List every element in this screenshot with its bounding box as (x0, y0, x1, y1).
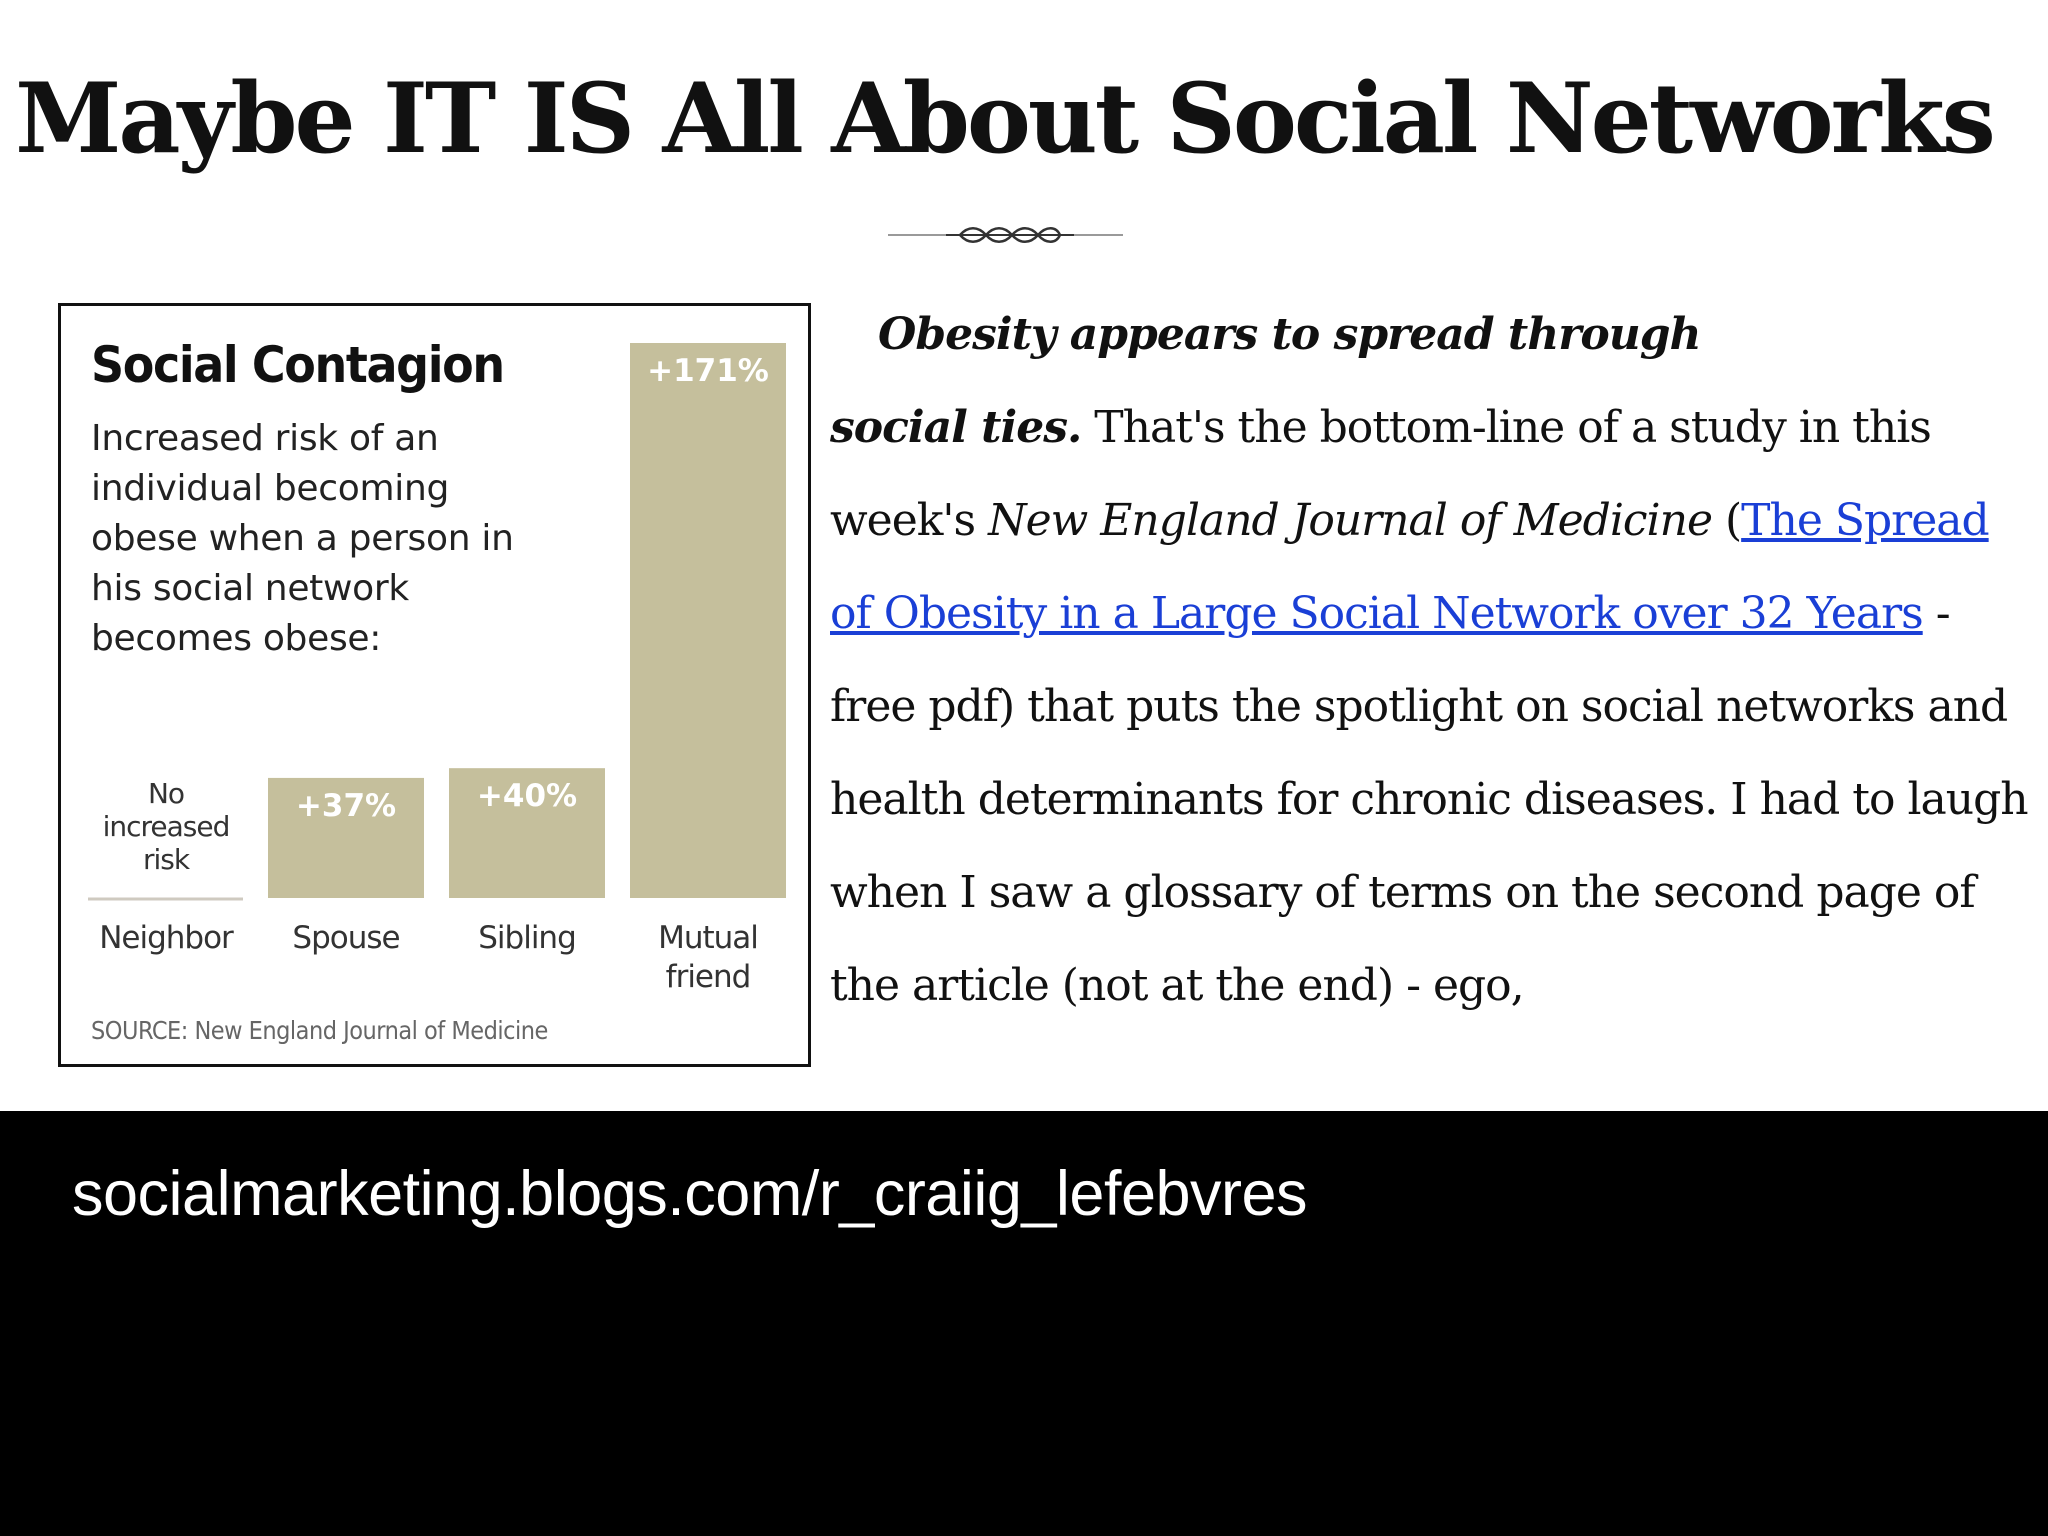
article-text-3: - free pdf) that puts the spotlight on s… (830, 588, 2029, 1011)
category-label: Neighbor (99, 920, 234, 956)
chart-source: SOURCE: New England Journal of Medicine (91, 1016, 548, 1045)
footer-bar (0, 1111, 2048, 1536)
bar-value-label: +37% (296, 788, 396, 824)
slide-title: Maybe IT IS All About Social Networks (15, 62, 1996, 175)
category-label: Spouse (292, 920, 399, 956)
ornamental-divider-icon (888, 227, 1123, 243)
bar-mutual-friend (630, 343, 786, 898)
article-journal-name: New England Journal of Medicine (988, 495, 1713, 546)
article-text-2: ( (1712, 495, 1742, 546)
article-pdf-link[interactable]: The Spread of Obesity in a Large Social … (830, 495, 1990, 639)
article-lead-line-1: Obesity appears to spread through (878, 309, 1701, 360)
no-risk-label: increased (103, 810, 230, 843)
no-risk-label: No (148, 777, 184, 810)
category-label: Sibling (478, 920, 576, 956)
bar-value-label: +171% (647, 353, 769, 389)
article-excerpt: Obesity appears to spread through social… (830, 288, 2030, 1032)
bar-spouse (268, 777, 424, 898)
footer-url: socialmarketing.blogs.com/r_craiig_lefeb… (72, 1159, 1308, 1229)
chart-panel: Social Contagion Increased risk of an in… (58, 303, 811, 1067)
chart-subtitle: Increased risk of an individual becoming… (91, 418, 514, 659)
article-lead-line-2: social ties. (830, 402, 1082, 453)
bar-sibling (449, 768, 605, 898)
bar-value-label: +40% (477, 778, 577, 814)
category-label: Mutual (658, 920, 758, 956)
chart-title: Social Contagion (91, 336, 505, 394)
no-risk-label: risk (143, 843, 191, 876)
category-label: friend (666, 959, 751, 995)
article-text-1: That's the bottom-line of a study in thi… (830, 402, 1932, 546)
